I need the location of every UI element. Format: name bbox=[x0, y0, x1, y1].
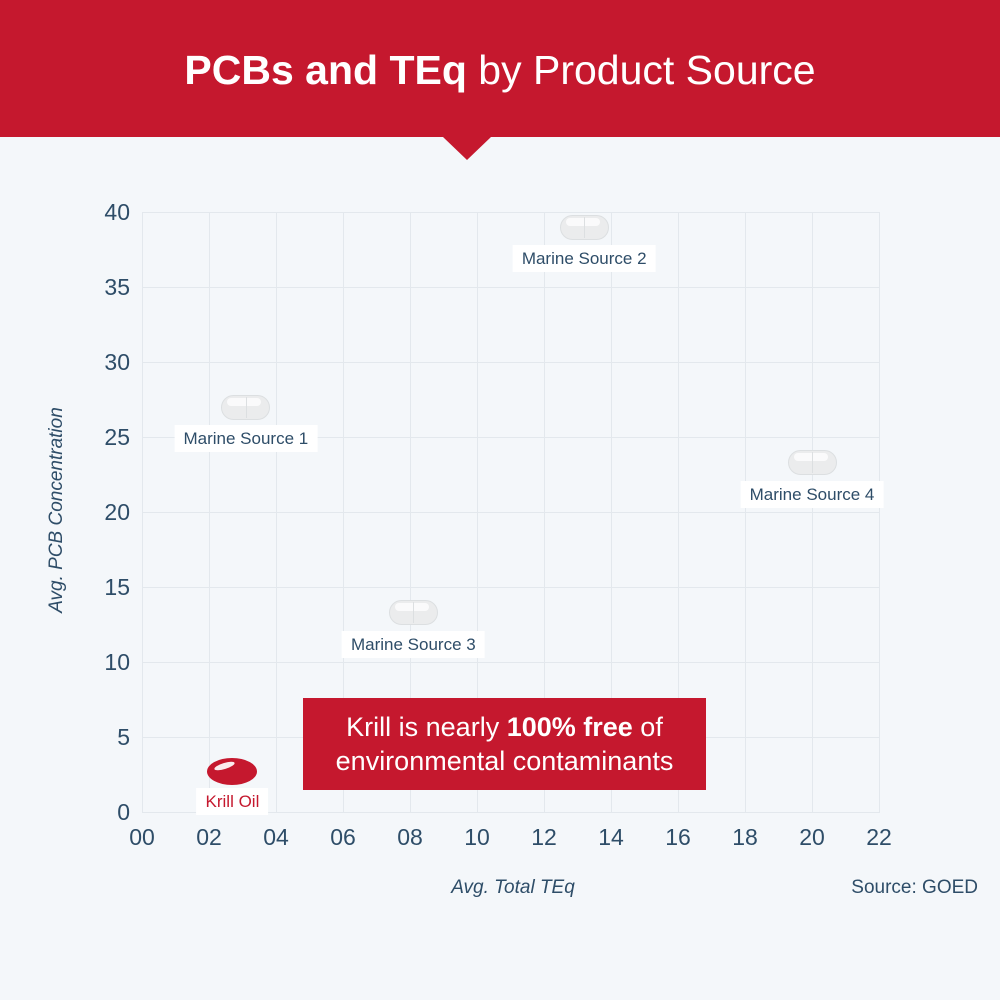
capsule-marker bbox=[559, 214, 609, 240]
banner-notch bbox=[443, 137, 491, 160]
y-tick-label: 25 bbox=[104, 424, 130, 450]
y-tick-label: 40 bbox=[104, 199, 130, 225]
y-tick-label: 0 bbox=[117, 799, 130, 825]
x-tick-label: 04 bbox=[263, 824, 289, 850]
x-tick-label: 00 bbox=[129, 824, 155, 850]
capsule-marker bbox=[221, 394, 271, 420]
capsule-marker bbox=[787, 450, 837, 475]
callout-text: Krill is nearly 100% free of environmenta… bbox=[336, 710, 674, 778]
y-tick-label: 5 bbox=[117, 724, 130, 750]
y-tick-label: 10 bbox=[104, 649, 130, 675]
y-tick-label: 35 bbox=[104, 274, 130, 300]
data-point-label: Marine Source 1 bbox=[174, 425, 318, 452]
callout-line1-suffix: of bbox=[632, 712, 663, 742]
y-tick-label: 20 bbox=[104, 499, 130, 525]
page-title: PCBs and TEq by Product Source bbox=[184, 47, 815, 94]
y-tick-label: 30 bbox=[104, 349, 130, 375]
x-tick-label: 14 bbox=[598, 824, 624, 850]
x-axis-title: Avg. Total TEq bbox=[451, 877, 575, 898]
x-tick-label: 20 bbox=[799, 824, 825, 850]
x-tick-label: 02 bbox=[196, 824, 222, 850]
page-title-bold: PCBs and TEq bbox=[184, 47, 467, 93]
data-point-label: Marine Source 2 bbox=[512, 245, 656, 272]
data-point-label: Marine Source 4 bbox=[740, 480, 884, 508]
y-tick-label: 15 bbox=[104, 574, 130, 600]
x-tick-label: 10 bbox=[464, 824, 490, 850]
callout-line2: environmental contaminants bbox=[335, 746, 674, 776]
callout-line1-bold: 100% free bbox=[506, 712, 633, 742]
x-tick-label: 22 bbox=[866, 824, 892, 850]
data-point-label: Marine Source 3 bbox=[341, 630, 485, 658]
callout-box: Krill is nearly 100% free of environmenta… bbox=[303, 698, 706, 790]
source-credit: Source: GOED bbox=[851, 877, 978, 898]
callout-line1-prefix: Krill is nearly bbox=[346, 712, 507, 742]
page-title-regular: by Product Source bbox=[466, 47, 816, 93]
x-tick-label: 18 bbox=[732, 824, 758, 850]
x-tick-label: 12 bbox=[531, 824, 557, 850]
softgel-marker bbox=[207, 758, 258, 785]
header-banner: PCBs and TEq by Product Source bbox=[0, 0, 1000, 137]
capsule-marker bbox=[388, 600, 438, 625]
x-tick-label: 06 bbox=[330, 824, 356, 850]
data-point-label: Krill Oil bbox=[196, 787, 269, 815]
x-tick-label: 08 bbox=[397, 824, 423, 850]
x-tick-label: 16 bbox=[665, 824, 691, 850]
